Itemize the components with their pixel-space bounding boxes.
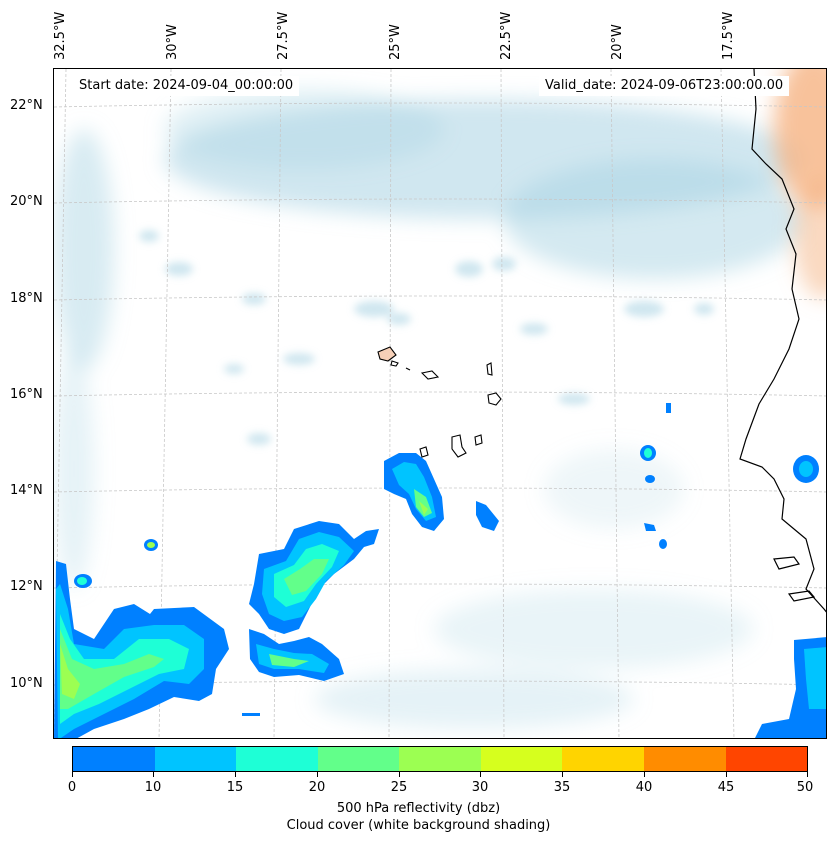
colorbar-segment-15-20 xyxy=(236,747,318,771)
lat-label-14n: 14°N xyxy=(10,483,43,498)
colorbar-tick xyxy=(644,772,645,777)
colorbar-segment-45-50 xyxy=(725,747,808,771)
lat-label-22n: 22°N xyxy=(10,98,43,113)
colorbar-segment-0-10 xyxy=(73,747,155,771)
colorbar-tick-label: 25 xyxy=(390,780,408,795)
graticule xyxy=(54,69,826,738)
reflectivity-area-capeverde xyxy=(384,453,499,531)
lon-label-17-5w: 17.5°W xyxy=(721,11,736,60)
colorbar-subtitle: Cloud cover (white background shading) xyxy=(286,818,551,833)
colorbar-tick xyxy=(317,772,318,777)
colorbar-segment-35-40 xyxy=(562,747,644,771)
colorbar-segment-30-35 xyxy=(480,747,563,771)
land-tint xyxy=(774,69,826,299)
colorbar xyxy=(72,746,808,772)
colorbar-segment-25-30 xyxy=(399,747,481,771)
lon-label-32-5w: 32.5°W xyxy=(53,11,68,60)
lat-label-18n: 18°N xyxy=(10,291,43,306)
cloud-cover-shading xyxy=(54,89,804,729)
colorbar-tick xyxy=(153,772,154,777)
lon-label-20w: 20°W xyxy=(610,24,625,60)
colorbar-tick-label: 35 xyxy=(553,780,571,795)
colorbar-tick xyxy=(807,772,808,777)
coastline xyxy=(739,69,826,613)
lon-label-25w: 25°W xyxy=(388,24,403,60)
lon-label-30w: 30°W xyxy=(165,24,180,60)
colorbar-tick-label: 20 xyxy=(308,780,326,795)
colorbar-tick-label: 0 xyxy=(67,780,77,795)
start-date-label: Start date: 2024-09-04_00:00:00 xyxy=(73,76,300,96)
colorbar-tick-label: 40 xyxy=(635,780,653,795)
colorbar-tick xyxy=(72,772,73,777)
colorbar-tick xyxy=(399,772,400,777)
colorbar-title: 500 hPa reflectivity (dbz) xyxy=(336,801,501,816)
lat-label-16n: 16°N xyxy=(10,387,43,402)
map-panel xyxy=(53,68,827,739)
map-canvas xyxy=(54,69,826,738)
colorbar-tick xyxy=(235,772,236,777)
lat-label-10n: 10°N xyxy=(10,676,43,691)
colorbar-tick-label: 45 xyxy=(717,780,735,795)
reflectivity-area-east xyxy=(640,403,826,738)
valid-date-label: Valid_date: 2024-09-06T23:00:00.00 xyxy=(539,76,790,96)
lat-label-12n: 12°N xyxy=(10,579,43,594)
colorbar-segment-10-15 xyxy=(154,747,237,771)
colorbar-segment-40-45 xyxy=(643,747,726,771)
colorbar-tick-label: 10 xyxy=(144,780,162,795)
cloud-cover-flecks xyxy=(139,230,714,445)
reflectivity-area-west xyxy=(54,539,260,738)
colorbar-tick xyxy=(480,772,481,777)
colorbar-segment-20-25 xyxy=(317,747,400,771)
colorbar-tick xyxy=(726,772,727,777)
colorbar-tick-label: 30 xyxy=(471,780,489,795)
colorbar-tick-label: 50 xyxy=(796,780,814,795)
islands xyxy=(377,346,502,458)
lon-label-27-5w: 27.5°W xyxy=(276,11,291,60)
lat-label-20n: 20°N xyxy=(10,194,43,209)
lon-label-22-5w: 22.5°W xyxy=(499,11,514,60)
colorbar-tick xyxy=(562,772,563,777)
colorbar-tick-label: 15 xyxy=(226,780,244,795)
reflectivity-area-central xyxy=(249,521,379,681)
